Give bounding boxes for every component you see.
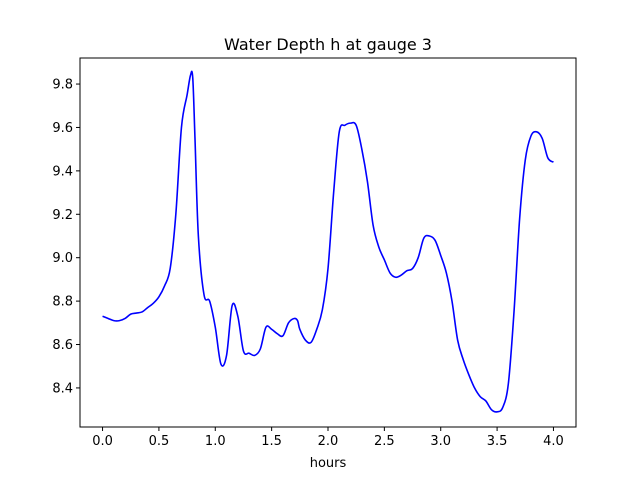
y-tick-label: 8.8 — [52, 295, 73, 310]
x-tick-label: 3.0 — [430, 434, 451, 449]
y-tick-label: 9.6 — [52, 121, 73, 136]
x-tick-label: 1.5 — [261, 434, 282, 449]
x-tick-label: 4.0 — [543, 434, 564, 449]
x-tick-label: 1.0 — [205, 434, 226, 449]
series-line-0 — [102, 70, 554, 413]
y-tick-label: 9.2 — [52, 208, 73, 223]
y-tick-label: 9.8 — [52, 78, 73, 93]
series-layer — [102, 70, 554, 413]
y-tick-label: 9.0 — [52, 251, 73, 266]
plot-area — [79, 57, 577, 428]
y-tick-label: 9.4 — [52, 164, 73, 179]
x-axis-label: hours — [310, 456, 347, 471]
x-tick-label: 3.5 — [487, 434, 508, 449]
x-tick-label: 2.5 — [374, 434, 395, 449]
x-tick-label: 0.5 — [149, 434, 170, 449]
y-tick-label: 8.6 — [52, 338, 73, 353]
x-tick-label: 2.0 — [318, 434, 339, 449]
chart-title: Water Depth h at gauge 3 — [224, 35, 432, 54]
x-tick-label: 0.0 — [92, 434, 113, 449]
x-axis-ticks: 0.0 0.5 1.0 1.5 2.0 2.5 3.0 3.5 4.0 — [92, 427, 564, 449]
y-axis-ticks: 8.4 8.6 8.8 9.0 9.2 9.4 9.6 9.8 — [52, 78, 80, 396]
y-tick-label: 8.4 — [52, 381, 73, 396]
plot-frame — [79, 57, 577, 428]
